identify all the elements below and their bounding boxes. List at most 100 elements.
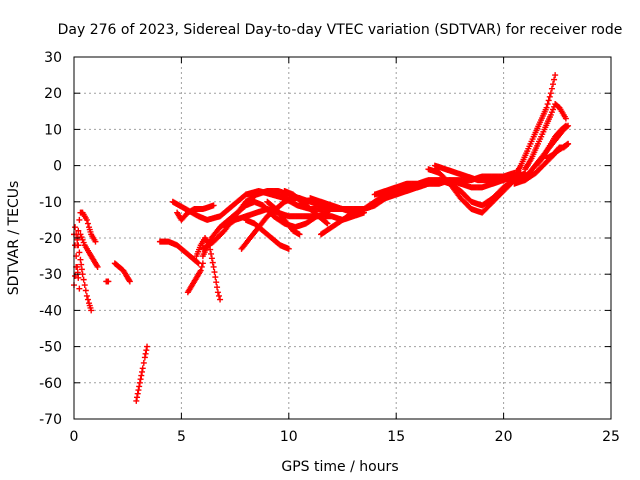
- data-point: [140, 359, 147, 366]
- series-s5: [103, 278, 112, 285]
- data-point: [208, 255, 215, 262]
- data-point: [214, 289, 221, 296]
- data-point: [79, 271, 86, 278]
- data-point: [550, 81, 557, 88]
- series-s2: [72, 224, 95, 314]
- data-point: [77, 256, 84, 263]
- data-point: [213, 279, 220, 286]
- x-tick-label: 25: [602, 429, 620, 445]
- data-point: [80, 239, 87, 246]
- data-point: [563, 141, 570, 148]
- chart-title: Day 276 of 2023, Sidereal Day-to-day VTE…: [58, 22, 623, 38]
- data-point: [84, 296, 91, 303]
- data-point: [209, 259, 216, 266]
- data-point: [550, 106, 557, 113]
- data-point: [81, 282, 88, 289]
- data-point: [133, 397, 140, 404]
- data-point: [139, 365, 146, 372]
- y-tick-label: -20: [39, 231, 62, 247]
- grid-lines: [74, 57, 611, 419]
- data-point: [72, 224, 79, 231]
- y-tick-label: 10: [44, 122, 62, 138]
- data-point: [136, 383, 143, 390]
- data-point: [210, 263, 217, 270]
- data-point: [141, 354, 148, 361]
- data-point: [138, 372, 145, 379]
- data-point: [210, 202, 217, 209]
- data-point: [143, 347, 150, 354]
- y-axis-label: SDTVAR / TECUs: [6, 181, 22, 296]
- series-s8: [156, 238, 202, 267]
- data-point: [74, 263, 81, 270]
- data-point: [82, 287, 89, 294]
- y-tick-label: 20: [44, 86, 62, 102]
- data-point: [324, 220, 331, 227]
- data-point: [211, 269, 218, 276]
- data-point: [136, 379, 143, 386]
- data-point: [126, 277, 133, 284]
- data-point: [79, 236, 86, 243]
- y-tick-label: -30: [39, 267, 62, 283]
- data-point: [546, 93, 553, 100]
- series-s19: [281, 187, 331, 227]
- data-point: [543, 104, 550, 111]
- series-s24: [431, 162, 524, 184]
- data-point: [126, 278, 133, 285]
- data-point: [139, 368, 146, 375]
- y-tick-label: -40: [39, 303, 62, 319]
- data-point: [76, 285, 83, 292]
- data-point: [214, 284, 221, 291]
- y-tick-label: 30: [44, 50, 62, 66]
- data-point: [92, 238, 99, 245]
- data-point: [83, 292, 90, 299]
- data-point: [105, 278, 112, 285]
- data-point: [296, 231, 303, 238]
- data-point: [83, 216, 90, 223]
- x-tick-label: 0: [70, 429, 79, 445]
- data-point: [78, 266, 85, 273]
- data-point: [215, 292, 222, 299]
- series-s10: [193, 235, 224, 303]
- series-s26: [522, 101, 569, 173]
- data-point: [78, 261, 85, 268]
- y-tick-label: -50: [39, 340, 62, 356]
- data-point: [80, 276, 87, 283]
- data-point: [561, 123, 568, 130]
- y-tick-label: 0: [53, 159, 62, 175]
- data-point: [323, 219, 330, 226]
- data-point: [208, 250, 215, 257]
- data-point: [565, 140, 572, 147]
- data-point: [194, 259, 201, 266]
- x-axis-label: GPS time / hours: [281, 459, 398, 475]
- series-s6: [111, 260, 133, 285]
- data-point: [75, 274, 82, 281]
- data-point: [217, 296, 224, 303]
- data-point: [134, 390, 141, 397]
- series-s9: [184, 260, 206, 296]
- x-tick-label: 5: [177, 429, 186, 445]
- series-s7: [133, 343, 151, 404]
- data-point: [197, 267, 204, 274]
- y-tick-label: -10: [39, 195, 62, 211]
- data-point: [212, 274, 219, 281]
- data-point: [548, 109, 555, 116]
- data-points: [71, 72, 572, 404]
- data-point: [144, 343, 151, 350]
- series-s18: [264, 198, 303, 238]
- data-point: [544, 101, 551, 108]
- data-point: [198, 263, 205, 270]
- series-s17: [242, 216, 292, 252]
- series-s30: [543, 140, 572, 162]
- data-point: [77, 231, 84, 238]
- data-point: [135, 387, 142, 394]
- data-point: [142, 350, 149, 357]
- data-point: [84, 220, 91, 227]
- series-s4: [77, 231, 101, 270]
- series-s25: [511, 72, 559, 180]
- data-point: [562, 115, 569, 122]
- data-point: [285, 245, 292, 252]
- data-point: [94, 263, 101, 270]
- x-tick-label: 10: [280, 429, 298, 445]
- data-point: [88, 307, 95, 314]
